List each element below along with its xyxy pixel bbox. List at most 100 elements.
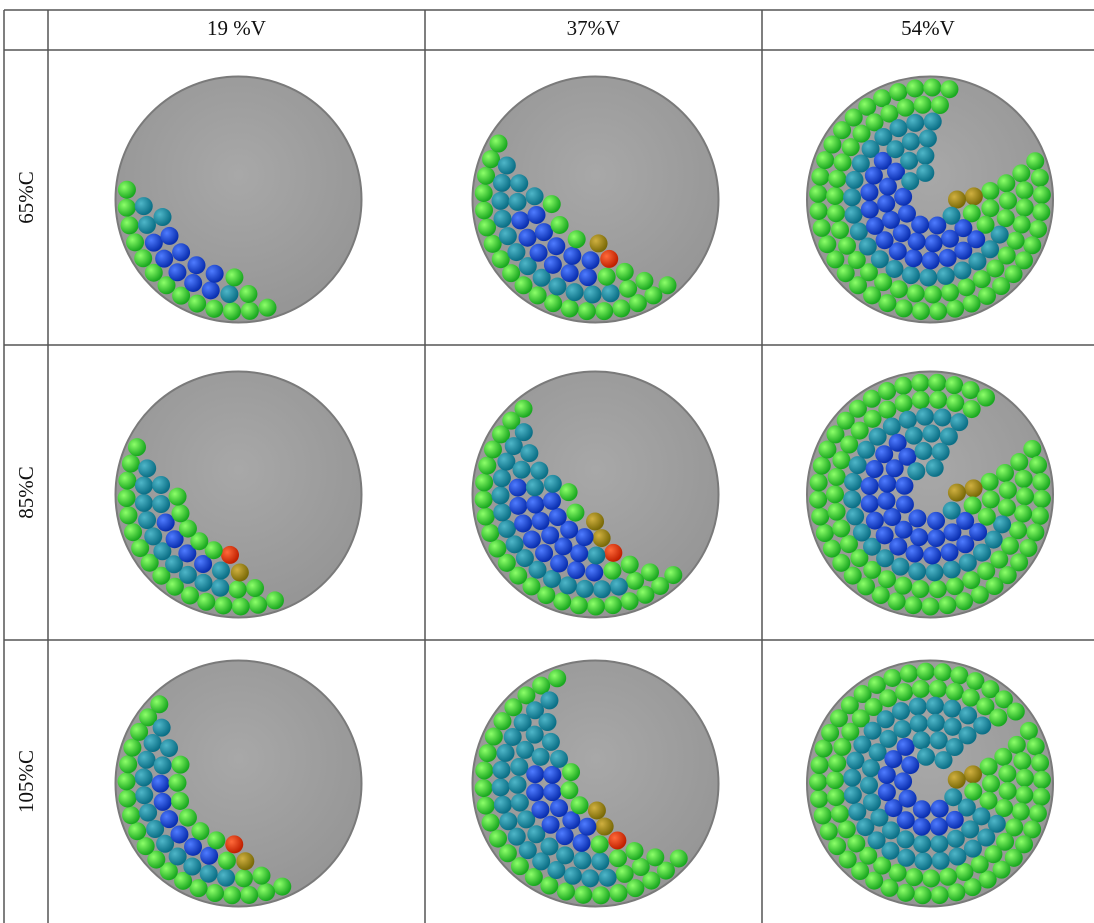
ball [962,381,980,399]
ball [608,831,626,849]
ball [616,263,634,281]
ball [850,222,868,240]
ball [194,574,212,592]
column-header: 19 %V [207,16,266,40]
drum-snapshot [807,372,1053,618]
ball [907,462,925,480]
ball [927,529,945,547]
ball [883,669,901,687]
ball [941,543,959,561]
ball [914,886,932,904]
ball [576,580,594,598]
ball [477,167,495,185]
ball [859,238,877,256]
ball [993,515,1011,533]
row-header: 105%C [14,750,38,813]
ball [959,554,977,572]
drum [116,77,362,323]
ball [929,580,947,598]
ball [543,492,561,510]
ball [153,208,171,226]
ball [922,251,940,269]
ball [257,883,275,901]
ball [843,769,861,787]
ball [1033,490,1051,508]
ball [897,849,915,867]
ball [895,394,913,412]
ball [128,822,146,840]
ball [913,818,931,836]
ball [879,689,897,707]
drum-snapshot [116,661,362,907]
ball [544,256,562,274]
drum-snapshot [807,661,1053,907]
ball [492,761,510,779]
ball [170,825,188,843]
ball [965,479,983,497]
ball [550,799,568,817]
ball [862,759,880,777]
ball [939,249,957,267]
ball [913,835,931,853]
ball [530,462,548,480]
ball [635,272,653,290]
ball [1033,771,1051,789]
ball [183,858,201,876]
ball [926,459,944,477]
ball [588,801,606,819]
ball [943,523,961,541]
ball [964,496,982,514]
ball [202,281,220,299]
ball [955,863,973,881]
ball [843,490,861,508]
ball [560,781,578,799]
ball [576,528,594,546]
ball [999,782,1017,800]
ball [153,719,171,737]
ball [878,475,896,493]
ball [930,731,948,749]
ball [838,237,856,255]
ball [609,884,627,902]
ball [187,256,205,274]
ball [135,197,153,215]
ball [475,761,493,779]
ball [891,558,909,576]
ball [914,852,932,870]
ball [169,488,187,506]
ball [206,884,224,902]
ball [877,195,895,213]
drum-snapshot [473,372,719,618]
ball [543,783,561,801]
ball [564,867,582,885]
ball [191,822,209,840]
ball [493,503,511,521]
ball [1010,453,1028,471]
ball [1032,473,1050,491]
ball [475,473,493,491]
ball [570,596,588,614]
ball [937,267,955,285]
ball [526,478,544,496]
ball [933,408,951,426]
ball [535,223,553,241]
ball [498,156,516,174]
ball [876,526,894,544]
ball [578,302,596,320]
ball [590,234,608,252]
ball [578,818,596,836]
ball [818,235,836,253]
ball [566,283,584,301]
ball [526,765,544,783]
ball [927,512,945,530]
ball [598,268,616,286]
ball [550,554,568,572]
ball [996,464,1014,482]
ball [239,285,257,303]
ball [506,535,524,553]
ball [507,243,525,261]
drum-snapshot [473,77,719,323]
ball [897,99,915,117]
ball [1029,220,1047,238]
ball [231,563,249,581]
